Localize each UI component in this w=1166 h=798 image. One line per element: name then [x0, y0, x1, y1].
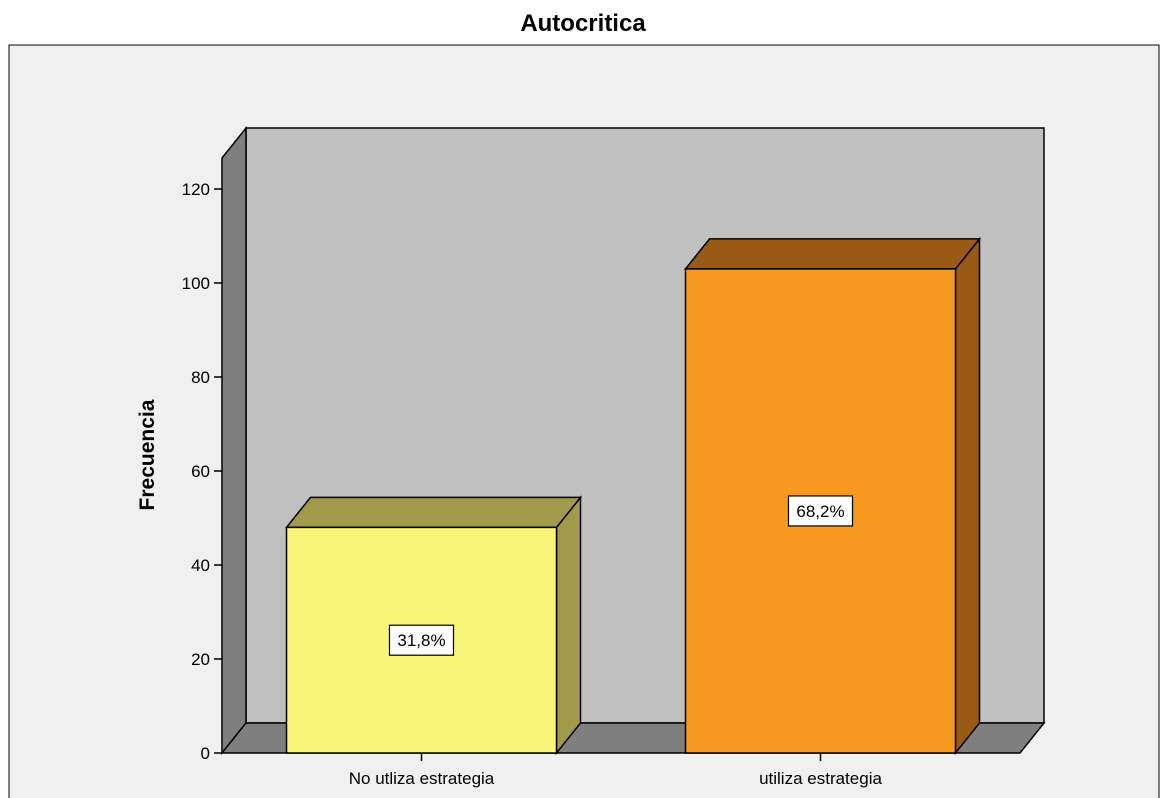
bar-side [954, 236, 981, 756]
data-label-box [388, 624, 455, 656]
y-axis-title: Frecuencia [136, 399, 159, 510]
y-axis: 0 20 40 60 80 100 120 [182, 180, 222, 763]
x-axis-labels: No utliza estrategia utiliza estrategia [349, 753, 882, 788]
bars: 31,8% 68,2% [284, 236, 982, 756]
y-tick-label: 120 [182, 180, 210, 199]
data-label: 68,2% [796, 502, 844, 521]
y-tick-label: 60 [191, 462, 210, 481]
y-tick-label: 80 [191, 368, 210, 387]
bar-side [555, 495, 582, 756]
y-tick-label: 0 [201, 744, 210, 763]
data-label: 31,8% [397, 631, 445, 650]
data-label-box [787, 495, 854, 527]
bar-top [284, 496, 583, 529]
x-tick-label: utiliza estrategia [759, 769, 882, 788]
x-tick-label: No utliza estrategia [349, 769, 495, 788]
side-wall [221, 125, 247, 756]
bar-top [683, 238, 982, 270]
y-tick-label: 40 [191, 556, 210, 575]
y-tick-label: 20 [191, 650, 210, 669]
chart-title: Autocritica [520, 10, 646, 37]
y-tick-label: 100 [182, 274, 210, 293]
